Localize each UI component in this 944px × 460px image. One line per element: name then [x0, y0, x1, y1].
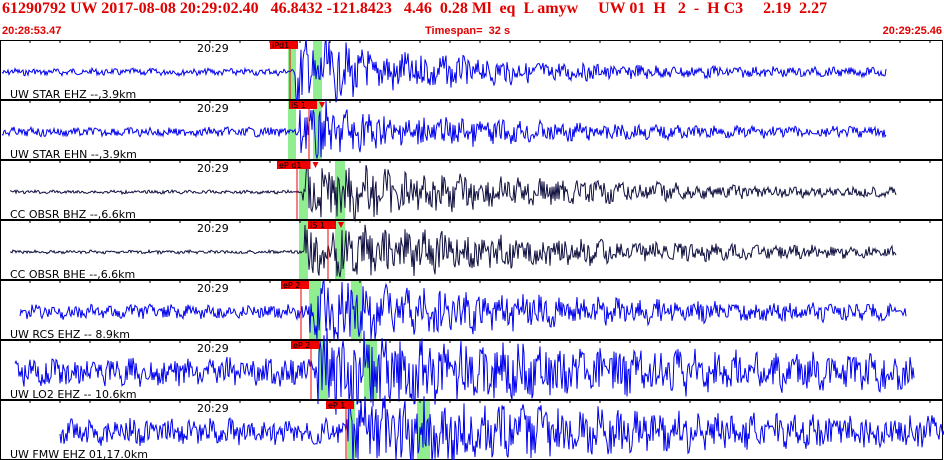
channel-label: UW FMW EHZ 01,17.0km: [10, 448, 148, 460]
phase-window: [351, 281, 362, 339]
header: 61290792 UW 2017-08-08 20:29:02.40 46.84…: [0, 0, 944, 40]
phase-window: [313, 41, 322, 99]
pick-label: iS 1: [310, 221, 325, 230]
pick-label: iPd1: [272, 41, 289, 50]
pick-arrow-icon: [338, 222, 344, 228]
panel-time-label: 20:29: [197, 102, 229, 115]
timespan-label: Timespan= 32 s: [425, 25, 511, 37]
pick-label: iS 1: [291, 101, 306, 110]
panel-time-label: 20:29: [197, 282, 229, 295]
channel-label: CC OBSR BHZ --,6.6km: [10, 208, 136, 221]
channel-label: UW LO2 EHZ -- 10.6km: [10, 388, 137, 401]
pick-marker[interactable]: [277, 161, 311, 169]
seismic-trace[interactable]: [1, 40, 887, 108]
seismic-trace[interactable]: [14, 328, 915, 415]
panel-frame: [0, 160, 943, 220]
panel-frame: [0, 280, 943, 340]
panel-frame: [0, 100, 943, 160]
waveform-panels[interactable]: iPd1 20:29 UW STAR EHZ --,3.9km iS 1 20:29 UW…: [0, 40, 944, 460]
start-time: 20:28:53.47: [2, 25, 62, 37]
pick-label: eP d1: [279, 161, 301, 170]
seismic-trace[interactable]: [9, 224, 897, 278]
panel-frame: [0, 40, 943, 100]
seismic-trace[interactable]: [59, 395, 944, 460]
end-time: 20:29:25.46: [882, 25, 942, 37]
panel-time-label: 20:29: [197, 342, 229, 355]
pick-marker[interactable]: [308, 221, 336, 229]
panel-time-label: 20:29: [197, 402, 229, 415]
seismic-trace[interactable]: [1, 100, 887, 160]
phase-window: [309, 281, 321, 339]
panel-time-label: 20:29: [197, 222, 229, 235]
pick-marker[interactable]: [289, 101, 317, 109]
pick-marker[interactable]: [270, 41, 298, 49]
pick-marker[interactable]: [281, 281, 309, 289]
panel-time-label: 20:29: [197, 42, 229, 55]
pick-marker[interactable]: [291, 341, 319, 349]
panel-frame: [0, 340, 943, 400]
channel-label: UW STAR EHN --,3.9km: [10, 148, 137, 161]
pick-marker[interactable]: [326, 401, 354, 409]
pick-label: eP 2: [283, 281, 300, 290]
pick-arrow-icon: [319, 102, 325, 108]
event-title: 61290792 UW 2017-08-08 20:29:02.40 46.84…: [2, 0, 828, 17]
channel-label: UW STAR EHZ --,3.9km: [10, 88, 136, 101]
channel-label: UW RCS EHZ -- 8.9km: [10, 328, 130, 341]
panel-frame: [0, 220, 943, 280]
channel-label: CC OBSR BHE --,6.6km: [10, 268, 135, 281]
seismic-trace[interactable]: [19, 279, 907, 341]
panel-time-label: 20:29: [197, 162, 229, 175]
pick-label: eP 1: [328, 401, 345, 410]
pick-label: eP 2: [293, 341, 310, 350]
phase-window: [347, 401, 355, 459]
phase-window: [313, 101, 322, 159]
seismic-trace[interactable]: [10, 159, 897, 223]
phase-window: [299, 221, 308, 279]
phase-window: [335, 221, 345, 279]
pick-arrow-icon: [312, 162, 319, 168]
